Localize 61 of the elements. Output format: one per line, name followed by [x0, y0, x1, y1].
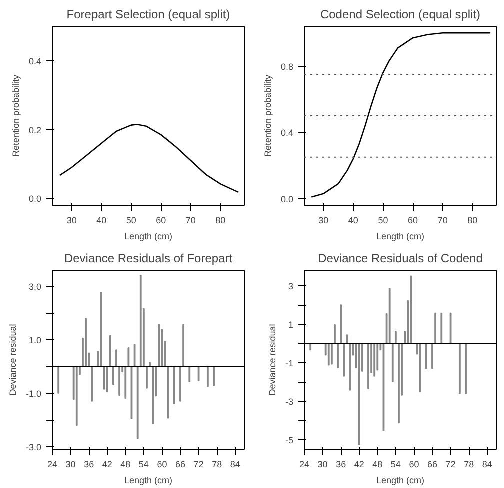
y-tick-label: 0.4 [28, 56, 42, 66]
x-tick-label: 66 [175, 460, 186, 470]
x-axis-title: Length (cm) [124, 232, 173, 242]
chart-title: Codend Selection (equal split) [320, 8, 481, 22]
y-tick-label: 1 [288, 320, 294, 330]
x-tick-label: 60 [156, 216, 166, 226]
y-tick-label: 1.0 [28, 335, 42, 346]
y-tick-label: -3 [286, 396, 294, 407]
x-tick-label: 72 [446, 460, 456, 470]
y-axis-title: Retention probability [262, 74, 273, 158]
x-tick-label: 42 [354, 460, 364, 470]
x-tick-label: 42 [102, 460, 112, 470]
chart-title: Forepart Selection (equal split) [66, 8, 230, 22]
x-tick-label: 60 [157, 460, 168, 470]
y-tick-label: -1 [286, 358, 294, 368]
y-tick-label: 0.0 [28, 194, 42, 204]
x-tick-label: 30 [66, 460, 76, 470]
y-tick-label: 0.4 [280, 128, 294, 138]
x-tick-label: 36 [84, 460, 94, 470]
x-tick-label: 84 [230, 460, 240, 470]
y-tick-label: 3.0 [28, 282, 42, 292]
x-tick-label: 72 [194, 460, 204, 470]
y-axis-title: Deviance residual [268, 324, 278, 396]
x-tick-label: 84 [482, 460, 492, 470]
y-axis-title: Deviance residual [8, 324, 18, 396]
x-tick-label: 50 [126, 216, 136, 226]
x-tick-label: 70 [186, 216, 196, 226]
y-tick-label: 3 [288, 281, 294, 292]
x-tick-label: 40 [348, 216, 358, 226]
x-axis-title: Length (cm) [376, 232, 425, 242]
y-tick-label: -5 [286, 435, 294, 446]
x-tick-label: 78 [464, 460, 474, 470]
x-tick-label: 30 [318, 460, 328, 470]
x-axis-title: Length (cm) [124, 476, 173, 486]
y-tick-label: -3.0 [26, 442, 42, 452]
chart-title: Deviance Residuals of Forepart [64, 252, 234, 266]
x-tick-label: 80 [216, 216, 226, 226]
x-tick-label: 60 [408, 216, 418, 226]
x-tick-label: 60 [409, 460, 420, 470]
x-tick-label: 24 [47, 460, 58, 470]
x-tick-label: 30 [66, 216, 77, 226]
x-tick-label: 30 [318, 216, 329, 226]
x-tick-label: 40 [96, 216, 107, 226]
x-tick-label: 24 [299, 460, 310, 470]
y-axis-title: Retention probability [10, 74, 21, 158]
x-tick-label: 70 [438, 216, 448, 226]
y-tick-label: 0.0 [280, 194, 294, 204]
y-tick-label: 0.8 [280, 62, 294, 72]
x-tick-label: 78 [212, 460, 222, 470]
x-tick-label: 36 [336, 460, 346, 470]
x-tick-label: 80 [468, 216, 478, 226]
x-tick-label: 50 [378, 216, 388, 226]
x-axis-title: Length (cm) [376, 476, 425, 486]
x-tick-label: 54 [138, 460, 149, 470]
y-tick-label: -1.0 [26, 388, 42, 399]
x-tick-label: 48 [372, 460, 383, 470]
chart-title: Deviance Residuals of Codend [318, 252, 483, 266]
x-tick-label: 66 [427, 460, 438, 470]
x-tick-label: 48 [120, 460, 131, 470]
y-tick-label: 0.2 [28, 125, 42, 136]
x-tick-label: 54 [390, 460, 401, 470]
